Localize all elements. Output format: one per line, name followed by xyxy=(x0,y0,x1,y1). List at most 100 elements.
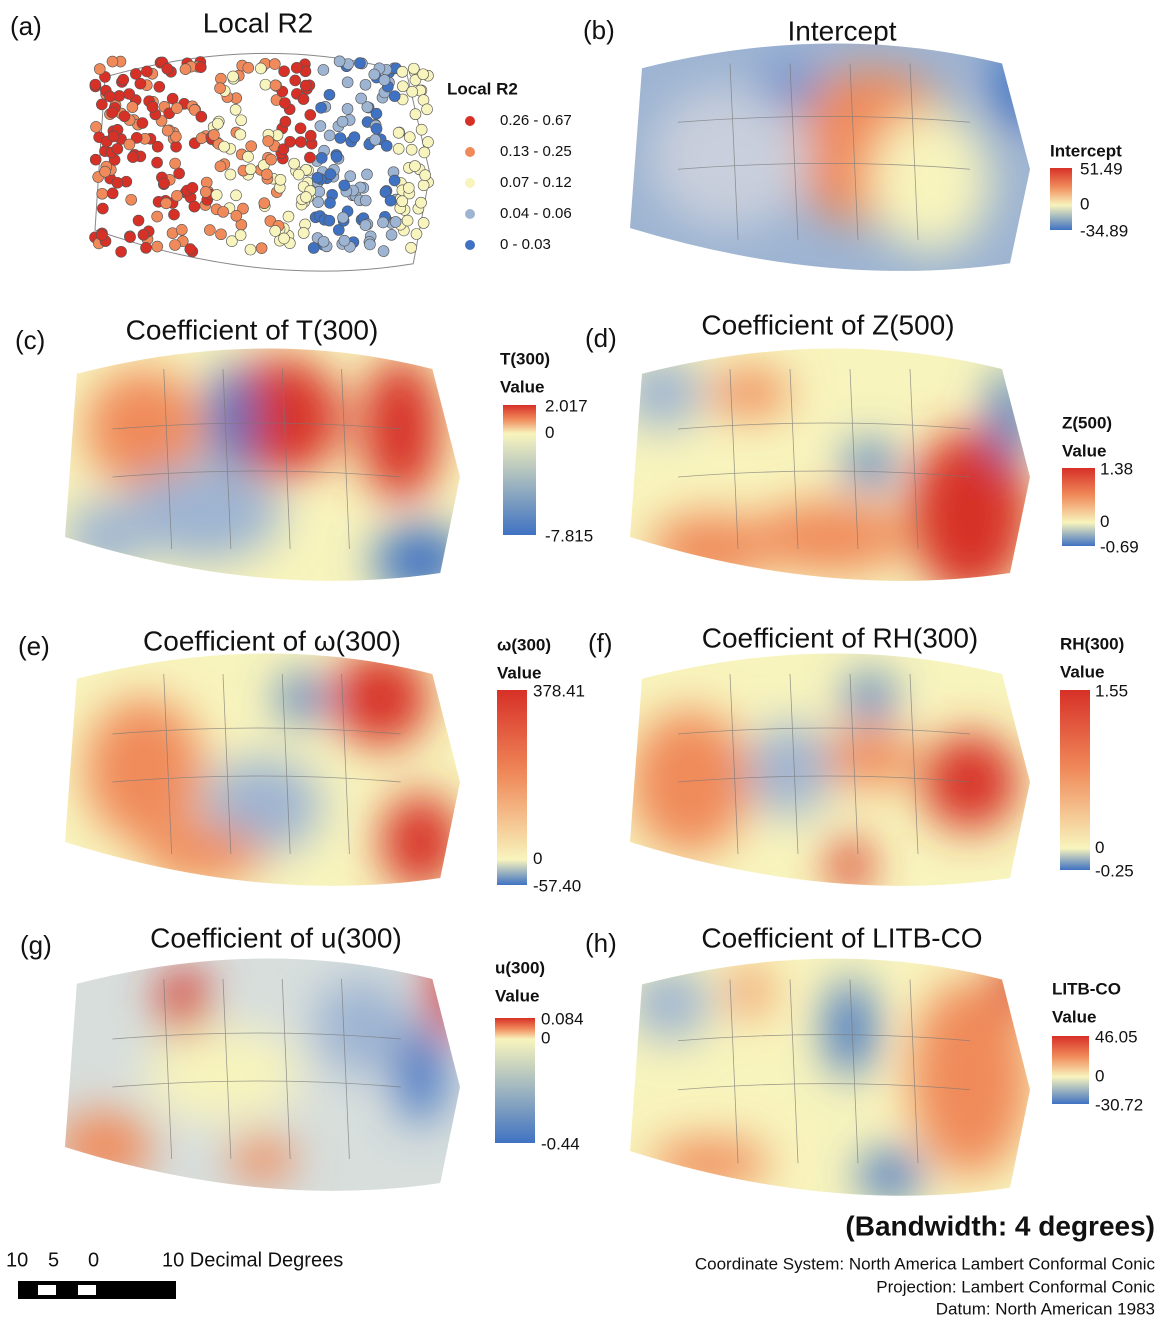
site-dot xyxy=(389,175,400,186)
legend-label: 51.49 xyxy=(1080,159,1123,178)
surface-blob xyxy=(65,501,144,573)
panel-letter: (b) xyxy=(583,15,615,45)
site-dot xyxy=(279,98,290,109)
legend-label: -0.44 xyxy=(541,1134,580,1153)
site-dot xyxy=(324,130,335,141)
panel-letter: (h) xyxy=(585,928,617,958)
color-ramp xyxy=(503,405,536,535)
site-dot xyxy=(96,230,107,241)
site-dot xyxy=(187,182,198,193)
site-dot xyxy=(118,74,129,85)
site-dot xyxy=(354,58,365,69)
site-dot xyxy=(318,236,329,247)
site-dot xyxy=(337,116,348,127)
legend-label: 0 xyxy=(1095,1066,1104,1085)
legend-label: 0 xyxy=(1080,195,1089,214)
site-dot xyxy=(397,66,408,77)
site-dot xyxy=(308,242,319,253)
map xyxy=(55,935,470,1215)
legend-dot xyxy=(465,116,475,126)
site-dot xyxy=(278,233,289,244)
site-dot xyxy=(107,107,118,118)
surface-blob xyxy=(160,967,207,1039)
site-dot xyxy=(140,242,151,253)
legend-title: Local R2 xyxy=(447,79,518,98)
site-dot xyxy=(295,137,306,148)
site-dot xyxy=(418,69,429,80)
surface-blob xyxy=(650,1139,770,1188)
surface-blob xyxy=(830,837,870,895)
site-dot xyxy=(124,88,135,99)
site-dot xyxy=(342,77,353,88)
panel-title: Intercept xyxy=(788,15,897,46)
site-dot xyxy=(280,116,291,127)
site-dot xyxy=(137,118,148,129)
legend-label: -7.815 xyxy=(545,526,593,545)
site-dot xyxy=(230,104,241,115)
site-dot xyxy=(378,246,389,257)
surface-blob xyxy=(870,111,990,252)
scale-bar xyxy=(18,1281,176,1299)
map xyxy=(90,53,434,271)
site-dot xyxy=(385,195,396,206)
site-dot xyxy=(100,166,111,177)
panel-title: Coefficient of ω(300) xyxy=(143,625,401,656)
surface-blob xyxy=(826,980,874,1078)
site-dot xyxy=(270,80,281,91)
legend-label: 0 xyxy=(541,1029,550,1048)
site-dot xyxy=(200,186,211,197)
site-dot xyxy=(208,129,219,140)
credit: Projection: Lambert Conformal Conic xyxy=(876,1277,1155,1296)
legend-label: 0.04 - 0.06 xyxy=(500,205,572,222)
site-dot xyxy=(90,154,101,165)
panel-title: Coefficient of T(300) xyxy=(126,314,379,345)
site-dot xyxy=(335,132,346,143)
site-dot xyxy=(315,121,326,132)
credit: Datum: North American 1983 xyxy=(936,1299,1155,1318)
legend-label: 0 xyxy=(1095,838,1104,857)
site-dot xyxy=(170,158,181,169)
surface-blob xyxy=(57,1111,152,1183)
legend-label: 0 - 0.03 xyxy=(500,236,551,253)
surface-blob xyxy=(858,1151,922,1200)
site-dot xyxy=(243,62,254,73)
site-dot xyxy=(304,152,315,163)
legend-subtitle: Value xyxy=(1060,662,1104,681)
legend-title: RH(300) xyxy=(1060,634,1124,653)
site-dot xyxy=(176,224,187,235)
surface-blob xyxy=(630,710,750,854)
panel: (c)Coefficient of T(300)T(300)Value2.017… xyxy=(15,314,593,605)
site-dot xyxy=(91,121,102,132)
site-dot xyxy=(418,217,429,228)
panel: (e)Coefficient of ω(300)ω(300)Value378.4… xyxy=(18,625,585,910)
legend-title: u(300) xyxy=(495,958,545,977)
legend-title: T(300) xyxy=(500,349,550,368)
site-dot xyxy=(152,141,163,152)
legend-label: 0 xyxy=(1100,512,1109,531)
site-dot xyxy=(298,94,309,105)
legend-label: -34.89 xyxy=(1080,221,1128,240)
panel: (a)Local R2Local R20.26 - 0.670.13 - 0.2… xyxy=(10,7,572,271)
site-dot xyxy=(381,140,392,151)
site-dot xyxy=(256,243,267,254)
site-dot xyxy=(195,62,206,73)
site-dot xyxy=(409,161,420,172)
surface-blob xyxy=(85,698,204,842)
site-dot xyxy=(124,139,135,150)
site-dot xyxy=(422,137,433,148)
site-dot xyxy=(370,134,381,145)
color-ramp xyxy=(1060,690,1090,870)
site-dot xyxy=(338,212,349,223)
site-dot xyxy=(135,78,146,89)
site-dot xyxy=(324,215,335,226)
legend-dot xyxy=(465,178,475,188)
legend-label: 1.55 xyxy=(1095,681,1128,700)
surface-blob xyxy=(144,825,263,883)
site-dot xyxy=(225,169,236,180)
site-dot xyxy=(219,141,230,152)
site-dot xyxy=(169,239,180,250)
site-dot xyxy=(406,144,417,155)
site-dot xyxy=(422,104,433,115)
site-dot xyxy=(419,147,430,158)
site-dot xyxy=(298,227,309,238)
